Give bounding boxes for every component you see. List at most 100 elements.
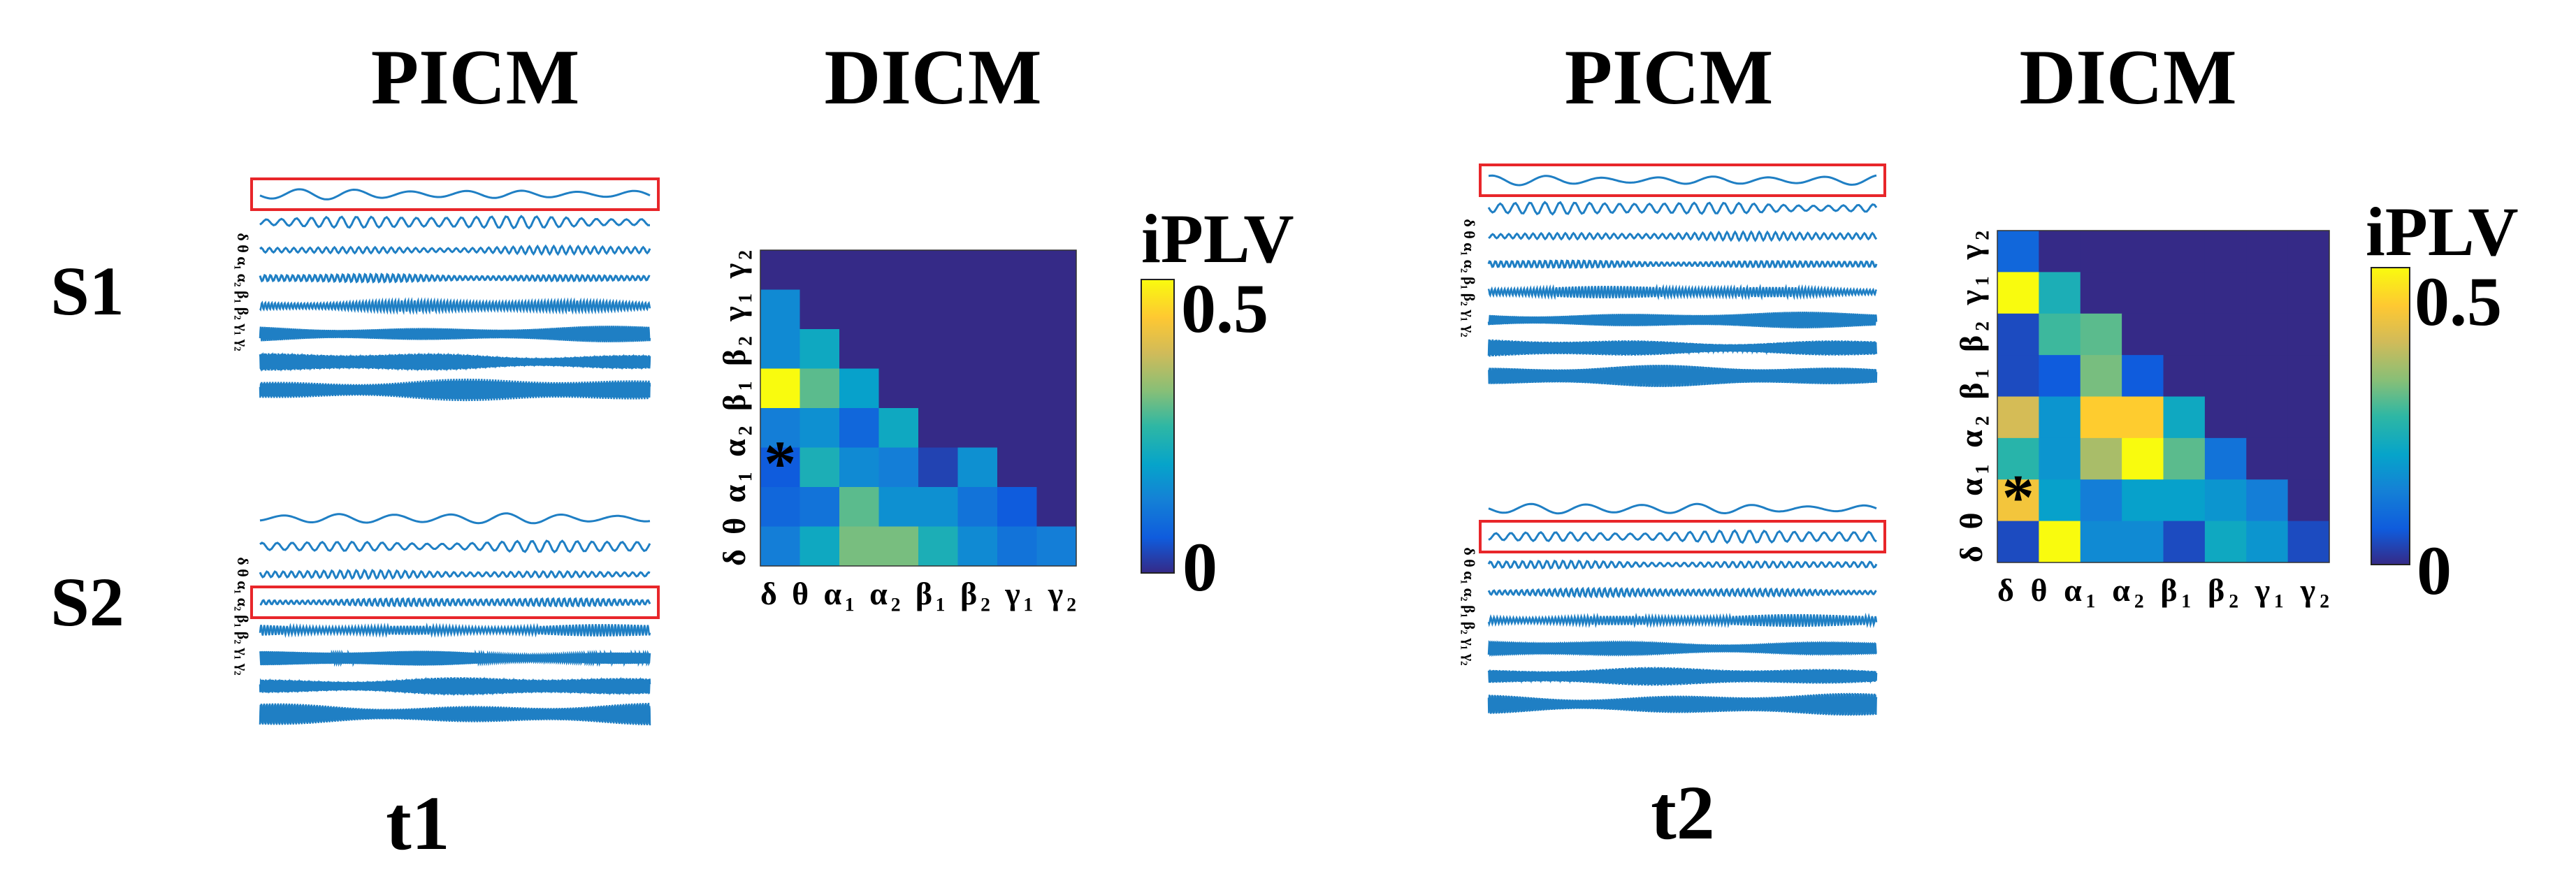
colorbar-title-t2: iPLV bbox=[2366, 193, 2519, 270]
dicm-matrix-t2: * δ θ α₁ α₂ β₁ β₂ γ₁ γ₂δ θ α₁ α₂ β₁ β₂ γ₁… bbox=[1953, 230, 2330, 608]
signal-trace-t2-s2-1 bbox=[1488, 529, 1877, 544]
matrix-cell-t2-r5-c2 bbox=[2080, 437, 2122, 480]
matrix-cell-t1-r5-c7 bbox=[1036, 447, 1077, 488]
title-picm-t2: PICM bbox=[1565, 34, 1774, 121]
matrix-cell-t2-r5-c3 bbox=[2122, 437, 2164, 480]
matrix-cell-t1-r5-c2 bbox=[839, 447, 879, 488]
matrix-cell-t1-r7-c6 bbox=[997, 526, 1037, 567]
matrix-cell-t1-r1-c1 bbox=[799, 289, 840, 330]
matrix-cell-t2-r7-c2 bbox=[2080, 521, 2122, 563]
matrix-cell-t1-r0-c3 bbox=[878, 250, 919, 290]
matrix-cell-t1-r4-c1 bbox=[799, 408, 840, 448]
matrix-cell-t1-r6-c2 bbox=[839, 487, 879, 527]
signal-trace-t1-s2-4 bbox=[259, 623, 651, 639]
matrix-cell-t2-r3-c2 bbox=[2080, 355, 2122, 397]
matrix-cell-t2-r5-c7 bbox=[2287, 437, 2330, 480]
matrix-y-labels-t2: δ θ α₁ α₂ β₁ β₂ γ₁ γ₂ bbox=[1953, 231, 1989, 562]
matrix-cell-t1-r6-c1 bbox=[799, 487, 840, 527]
matrix-cell-t2-r4-c3 bbox=[2122, 396, 2164, 439]
title-dicm-t2: DICM bbox=[2019, 34, 2236, 121]
matrix-cell-t2-r6-c1 bbox=[2039, 479, 2081, 522]
signal-trace-t1-s2-7 bbox=[259, 702, 651, 726]
dicm-matrix-t1: * δ θ α₁ α₂ β₁ β₂ γ₁ γ₂δ θ α₁ α₂ β₁ β₂ γ₁… bbox=[716, 249, 1077, 611]
matrix-cell-t2-r0-c0 bbox=[1997, 231, 2039, 273]
matrix-cell-t1-r1-c6 bbox=[997, 289, 1037, 330]
matrix-border-t2 bbox=[1997, 230, 2330, 563]
matrix-cell-t1-r3-c2 bbox=[839, 368, 879, 409]
matrix-cell-t1-r0-c1 bbox=[799, 250, 840, 290]
matrix-cell-t2-r3-c1 bbox=[2039, 355, 2081, 397]
matrix-cell-t2-r4-c1 bbox=[2039, 396, 2081, 439]
matrix-cell-t1-r4-c0 bbox=[760, 408, 800, 448]
signal-stack-t1-s2: δ θ α₁ α₂ β₁ β₂ γ₁ γ₂ bbox=[234, 512, 660, 726]
matrix-cell-t2-r3-c0 bbox=[1997, 355, 2039, 397]
matrix-cell-t2-r1-c3 bbox=[2122, 272, 2164, 314]
signal-trace-t1-s1-0 bbox=[259, 188, 651, 201]
matrix-cell-t2-r4-c5 bbox=[2204, 396, 2247, 439]
signal-trace-t2-s2-5 bbox=[1487, 640, 1877, 657]
matrix-cell-t1-r4-c4 bbox=[918, 408, 958, 448]
signal-trace-t2-s1-0 bbox=[1488, 174, 1877, 187]
highlight-box-t1-s1 bbox=[250, 177, 660, 211]
matrix-cell-t2-r7-c1 bbox=[2039, 521, 2081, 563]
colorbar-min-label-t1: 0 bbox=[1182, 528, 1217, 606]
signal-trace-t2-s2-4 bbox=[1487, 612, 1878, 629]
matrix-cell-t1-r1-c2 bbox=[839, 289, 879, 330]
colorbar-title-t1: iPLV bbox=[1141, 200, 1294, 277]
matrix-cell-t2-r3-c7 bbox=[2287, 355, 2330, 397]
matrix-cell-t2-r2-c3 bbox=[2122, 313, 2164, 356]
signal-trace-t2-s1-2 bbox=[1488, 230, 1878, 242]
matrix-cell-t1-r3-c3 bbox=[878, 368, 919, 409]
signal-trace-t1-s2-6 bbox=[259, 676, 651, 697]
matrix-cell-t1-r4-c5 bbox=[957, 408, 998, 448]
matrix-cell-t2-r0-c7 bbox=[2287, 231, 2330, 273]
matrix-cell-t2-r6-c7 bbox=[2287, 479, 2330, 522]
matrix-cell-t2-r7-c3 bbox=[2122, 521, 2164, 563]
matrix-cell-t1-r3-c6 bbox=[997, 368, 1037, 409]
matrix-cell-t2-r7-c7 bbox=[2287, 521, 2330, 563]
matrix-y-labels-t1: δ θ α₁ α₂ β₁ β₂ γ₁ γ₂ bbox=[716, 250, 752, 566]
signal-trace-t2-s1-4 bbox=[1487, 284, 1878, 300]
matrix-cell-t2-r7-c0 bbox=[1997, 521, 2039, 563]
signal-trace-t2-s2-7 bbox=[1487, 692, 1878, 716]
signal-trace-t2-s1-3 bbox=[1487, 259, 1878, 269]
matrix-cell-t2-r1-c1 bbox=[2039, 272, 2081, 314]
matrix-cell-t2-r4-c7 bbox=[2287, 396, 2330, 439]
matrix-cell-t1-r5-c5 bbox=[957, 447, 998, 488]
colorbar-min-label-t2: 0 bbox=[2417, 532, 2452, 609]
matrix-cell-t1-r6-c6 bbox=[997, 487, 1037, 527]
band-labels-t2-s1: δ θ α₁ α₂ β₁ β₂ γ₁ γ₂ bbox=[1461, 219, 1478, 337]
band-labels-t1-s2: δ θ α₁ α₂ β₁ β₂ γ₁ γ₂ bbox=[234, 557, 252, 676]
matrix-cell-t2-r0-c5 bbox=[2204, 231, 2247, 273]
matrix-cell-t2-r2-c0 bbox=[1997, 313, 2039, 356]
signal-trace-t1-s2-0 bbox=[259, 512, 651, 525]
matrix-cell-t1-r2-c2 bbox=[839, 329, 879, 369]
signal-trace-t1-s1-3 bbox=[259, 273, 651, 284]
matrix-cell-t2-r5-c0 bbox=[1997, 437, 2039, 480]
signal-trace-t1-s2-5 bbox=[259, 649, 651, 667]
matrix-cell-t1-r0-c0 bbox=[760, 250, 800, 290]
signal-trace-t2-s2-2 bbox=[1487, 559, 1878, 570]
title-dicm-t1: DICM bbox=[824, 34, 1041, 121]
matrix-cell-t1-r6-c5 bbox=[957, 487, 998, 527]
matrix-cell-t2-r3-c3 bbox=[2122, 355, 2164, 397]
highlight-box-t2-s1 bbox=[1479, 164, 1886, 197]
matrix-cell-t1-r3-c4 bbox=[918, 368, 958, 409]
highlight-box-t2-s2 bbox=[1479, 520, 1886, 553]
matrix-cell-t2-r6-c6 bbox=[2246, 479, 2289, 522]
band-labels-t2-s2: δ θ α₁ α₂ β₁ β₂ γ₁ γ₂ bbox=[1461, 547, 1478, 666]
matrix-cell-t1-r7-c3 bbox=[878, 526, 919, 567]
band-labels-t1-s1: δ θ α₁ α₂ β₁ β₂ γ₁ γ₂ bbox=[234, 233, 252, 351]
title-picm-t1: PICM bbox=[371, 34, 580, 121]
matrix-cell-t1-r2-c6 bbox=[997, 329, 1037, 369]
matrix-cell-t1-r5-c4 bbox=[918, 447, 958, 488]
colorbar-gradient-t2 bbox=[2371, 267, 2410, 565]
matrix-cell-t2-r1-c6 bbox=[2246, 272, 2289, 314]
matrix-cell-t2-r4-c2 bbox=[2080, 396, 2122, 439]
row-label-s2: S2 bbox=[50, 563, 124, 641]
matrix-cell-t2-r6-c4 bbox=[2163, 479, 2206, 522]
matrix-cell-t2-r5-c6 bbox=[2246, 437, 2289, 480]
matrix-cell-t1-r1-c7 bbox=[1036, 289, 1077, 330]
matrix-cell-t1-r2-c3 bbox=[878, 329, 919, 369]
signal-trace-t1-s1-2 bbox=[259, 244, 651, 256]
